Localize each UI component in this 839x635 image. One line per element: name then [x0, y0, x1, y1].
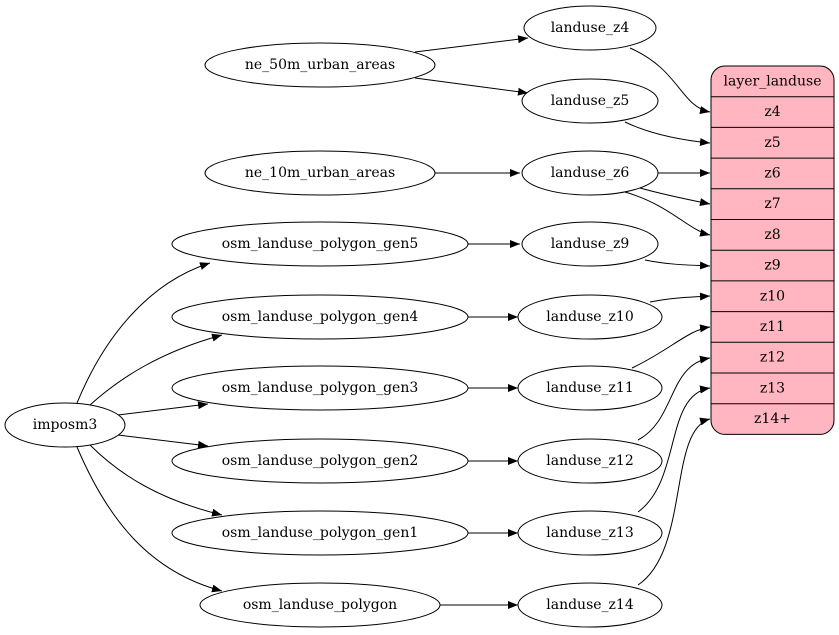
node-z10[interactable]: landuse_z10	[517, 294, 663, 340]
node-label: osm_landuse_polygon_gen1	[222, 525, 419, 541]
node-ne50[interactable]: ne_50m_urban_areas	[204, 42, 436, 88]
edge-z13-to-layer-z13	[637, 385, 711, 513]
edge-imposm3-to-gen3	[117, 401, 209, 416]
node-ellipse	[171, 221, 469, 267]
layer-title: layer_landuse	[724, 73, 822, 89]
edge-imposm3-to-gen4	[89, 333, 223, 406]
node-imposm3[interactable]: imposm3	[4, 402, 126, 448]
node-ellipse	[517, 510, 663, 556]
node-z4[interactable]: landuse_z4	[523, 5, 657, 51]
node-gen2[interactable]: osm_landuse_polygon_gen2	[171, 438, 469, 484]
edge-z6-to-layer-z7	[639, 187, 711, 206]
node-gen1[interactable]: osm_landuse_polygon_gen1	[171, 510, 469, 556]
edge-ne50-to-z4	[414, 35, 529, 53]
node-ellipse	[517, 365, 663, 411]
node-ellipse	[517, 582, 663, 628]
node-ellipse	[204, 150, 436, 196]
layer-row-z14plus: z14+	[754, 411, 791, 427]
edge-z5-to-layer-z5	[624, 121, 711, 146]
edge-imposm3-to-gen2	[117, 434, 209, 449]
node-ellipse	[171, 438, 469, 484]
node-ellipse	[521, 78, 659, 124]
layer-row-z10: z10	[760, 288, 785, 304]
node-label: osm_landuse_polygon_gen4	[222, 309, 419, 325]
node-ellipse	[171, 294, 469, 340]
edge-imposm3-to-gen1	[89, 444, 223, 517]
node-ne10[interactable]: ne_10m_urban_areas	[204, 150, 436, 196]
layer-landuse-record: layer_landuse z4 z5 z6 z7 z8 z9 z10 z11 z12 z13 z14…	[710, 65, 835, 435]
node-z6[interactable]: landuse_z6	[521, 150, 659, 196]
layer-row-z12: z12	[760, 350, 785, 366]
layer-row-z5: z5	[764, 135, 780, 151]
node-gen4[interactable]: osm_landuse_polygon_gen4	[171, 294, 469, 340]
layer-row-z7: z7	[764, 196, 780, 212]
node-label: landuse_z10	[546, 309, 633, 325]
node-ellipse	[204, 42, 436, 88]
node-label: imposm3	[33, 417, 98, 433]
edge-imposm3-to-poly	[76, 446, 223, 593]
node-label: osm_landuse_polygon_gen3	[222, 380, 419, 396]
node-ellipse	[517, 294, 663, 340]
node-label: landuse_z9	[551, 236, 630, 252]
layer-row-z6: z6	[764, 165, 780, 181]
node-ellipse	[171, 365, 469, 411]
layer-row-z9: z9	[764, 258, 780, 274]
edge-z14-to-layer-z14plus	[637, 417, 711, 586]
node-ellipse	[521, 221, 659, 267]
node-label: landuse_z4	[551, 20, 630, 36]
node-z11[interactable]: landuse_z11	[517, 365, 663, 411]
node-label: ne_10m_urban_areas	[245, 165, 395, 181]
node-label: landuse_z14	[546, 597, 634, 613]
node-gen5[interactable]: osm_landuse_polygon_gen5	[171, 221, 469, 267]
edge-z10-to-layer-z10	[649, 292, 711, 303]
node-ellipse	[4, 402, 126, 448]
node-z13[interactable]: landuse_z13	[517, 510, 663, 556]
layer-row-z8: z8	[764, 227, 780, 243]
node-ellipse	[523, 5, 657, 51]
node-gen3[interactable]: osm_landuse_polygon_gen3	[171, 365, 469, 411]
node-z14[interactable]: landuse_z14	[517, 582, 663, 628]
node-label: landuse_z13	[546, 525, 633, 541]
node-label: landuse_z5	[551, 93, 630, 109]
node-label: ne_50m_urban_areas	[245, 57, 395, 73]
layer-row-z11: z11	[760, 319, 785, 335]
edge-z6-to-layer-z8	[624, 191, 711, 237]
edge-z9-to-layer-z9	[644, 259, 711, 270]
edge-imposm3-to-gen5	[76, 262, 211, 404]
node-label: landuse_z11	[546, 380, 633, 396]
node-ellipse	[199, 582, 441, 628]
node-ellipse	[521, 150, 659, 196]
node-label: osm_landuse_polygon_gen5	[222, 236, 419, 252]
edge-z11-to-layer-z11	[631, 324, 711, 369]
node-label: landuse_z6	[551, 165, 630, 181]
node-label: osm_landuse_polygon	[243, 597, 397, 613]
layer-row-z4: z4	[764, 104, 780, 120]
node-ellipse	[517, 438, 663, 484]
edge-ne50-to-z5	[414, 77, 529, 96]
node-z9[interactable]: landuse_z9	[521, 221, 659, 267]
node-z5[interactable]: landuse_z5	[521, 78, 659, 124]
node-z12[interactable]: landuse_z12	[517, 438, 663, 484]
node-label: osm_landuse_polygon_gen2	[222, 453, 419, 469]
node-ellipse	[171, 510, 469, 556]
node-label: landuse_z12	[546, 453, 633, 469]
edge-z12-to-layer-z12	[637, 355, 711, 441]
node-poly[interactable]: osm_landuse_polygon	[199, 582, 441, 628]
layer-row-z13: z13	[760, 380, 785, 396]
edge-z4-to-layer-z4	[629, 47, 711, 114]
